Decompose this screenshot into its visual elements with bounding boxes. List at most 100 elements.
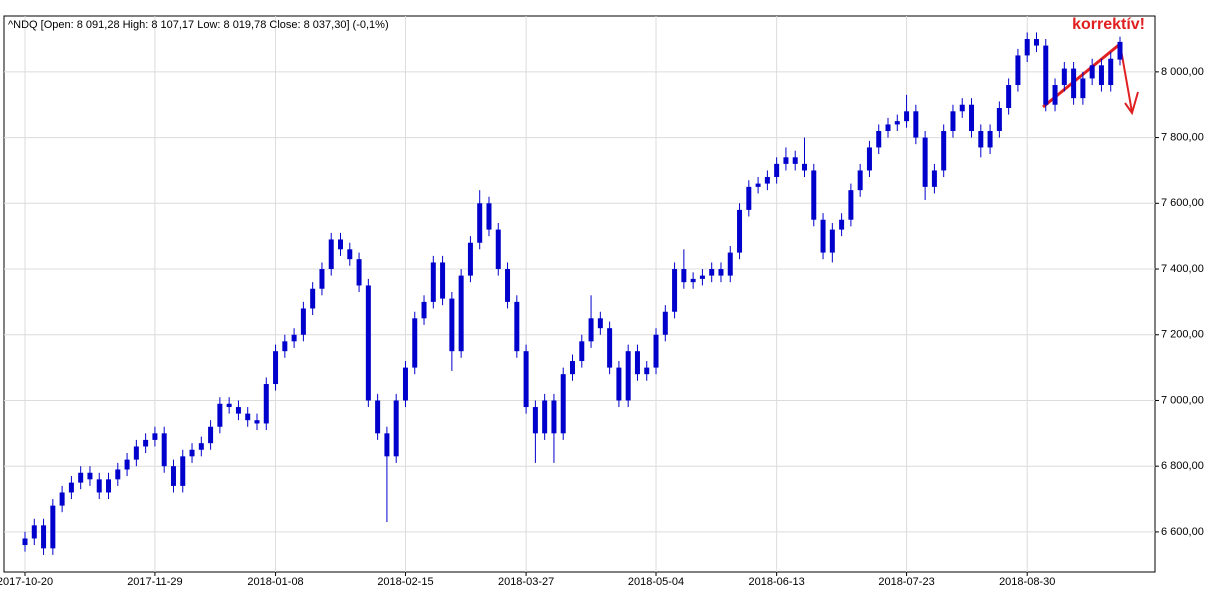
candle-body [634,351,640,375]
x-tick-label: 2018-08-30 [999,576,1055,588]
candle-body [551,400,557,434]
candle-body [235,407,241,414]
y-tick-label: 7 200,00 [1161,329,1204,341]
y-tick-label: 7 600,00 [1161,197,1204,209]
candle-body [607,328,613,368]
x-tick-label: 2018-07-23 [878,576,934,588]
candle-body [338,239,344,250]
candle-body [727,252,733,276]
y-tick-label: 6 600,00 [1161,526,1204,538]
x-tick-label: 2017-10-20 [0,576,53,588]
candle-body [1015,55,1021,86]
candle-body [801,163,807,171]
candle-body [532,407,538,434]
candle-body [41,525,47,549]
candle-body [969,104,975,132]
candle-body [839,219,845,230]
candle-body [857,170,863,191]
candle-body [1098,65,1104,86]
candle-body [328,239,334,270]
candle-body [718,269,724,276]
candle-body [87,472,93,480]
candle-body [440,262,446,299]
candle-body [709,269,715,276]
candle-body [737,209,743,253]
candle-body [653,334,659,368]
candle-body [477,203,483,243]
candle-body [570,361,575,375]
candle-body [1117,41,1123,60]
candle-body [542,400,548,434]
y-tick-label: 7 000,00 [1161,394,1204,406]
candle-body [208,426,214,444]
x-tick-label: 2017-11-29 [127,576,182,588]
candle-body [495,229,501,270]
candle-body [263,384,269,424]
x-tick-label: 2018-03-27 [498,576,554,588]
candle-body [597,318,603,329]
candle-body [1061,68,1067,86]
candle-body [356,259,362,286]
candle-body [393,400,399,457]
candle-body [1024,39,1030,56]
candle-body [1089,65,1095,79]
candle-body [96,479,102,493]
candle-body [1108,58,1114,86]
candle-body [347,249,353,260]
candle-body [931,170,937,187]
candle-body [987,131,993,148]
candle-body [755,183,761,187]
candle-body [226,403,232,408]
annotation: korrektív! [1072,16,1145,33]
candle-body [68,482,74,493]
y-tick-label: 6 800,00 [1161,460,1204,472]
candle-body [402,367,408,401]
candle-body [310,288,316,309]
candle-body [514,301,520,352]
candle-body [106,479,112,493]
candle-body [412,318,418,368]
candle-body [904,111,910,122]
y-tick-label: 7 400,00 [1161,263,1204,275]
x-tick-label: 2018-05-04 [628,576,684,588]
candle-body [588,318,594,342]
candle-body [430,262,436,302]
candle-body [950,111,956,132]
candle-body [662,311,668,335]
candle-body [746,186,752,210]
candle-body [523,351,529,408]
candle-body [291,334,297,342]
candle-body [579,341,585,362]
candle-body [560,374,566,434]
candle-body [894,121,900,125]
candle-body [254,420,260,424]
candle-body [161,433,167,467]
candle-body [820,219,826,253]
candle-body [978,131,984,148]
candle-body [31,525,37,539]
candle-body [115,469,121,480]
candle-body [467,242,473,276]
candle-body [189,449,195,457]
candle-body [1052,85,1058,105]
candle-body [217,403,223,427]
candle-body [792,157,798,164]
plot-frame [3,15,1156,573]
candle-body [143,439,149,447]
candle-body [616,367,622,401]
arrow-head [1124,91,1139,116]
candle-body [866,147,872,171]
candle-body [829,229,835,253]
candle-body [486,203,492,230]
candle-body [22,538,28,546]
candle-body [180,456,186,486]
candle-body [848,190,854,220]
candle-body [449,298,455,352]
candle-body [625,351,631,401]
candle-body [774,163,780,178]
candle-body [764,177,770,184]
candle-body [50,505,56,549]
candle-body [1080,78,1086,99]
candle-body [300,308,306,335]
